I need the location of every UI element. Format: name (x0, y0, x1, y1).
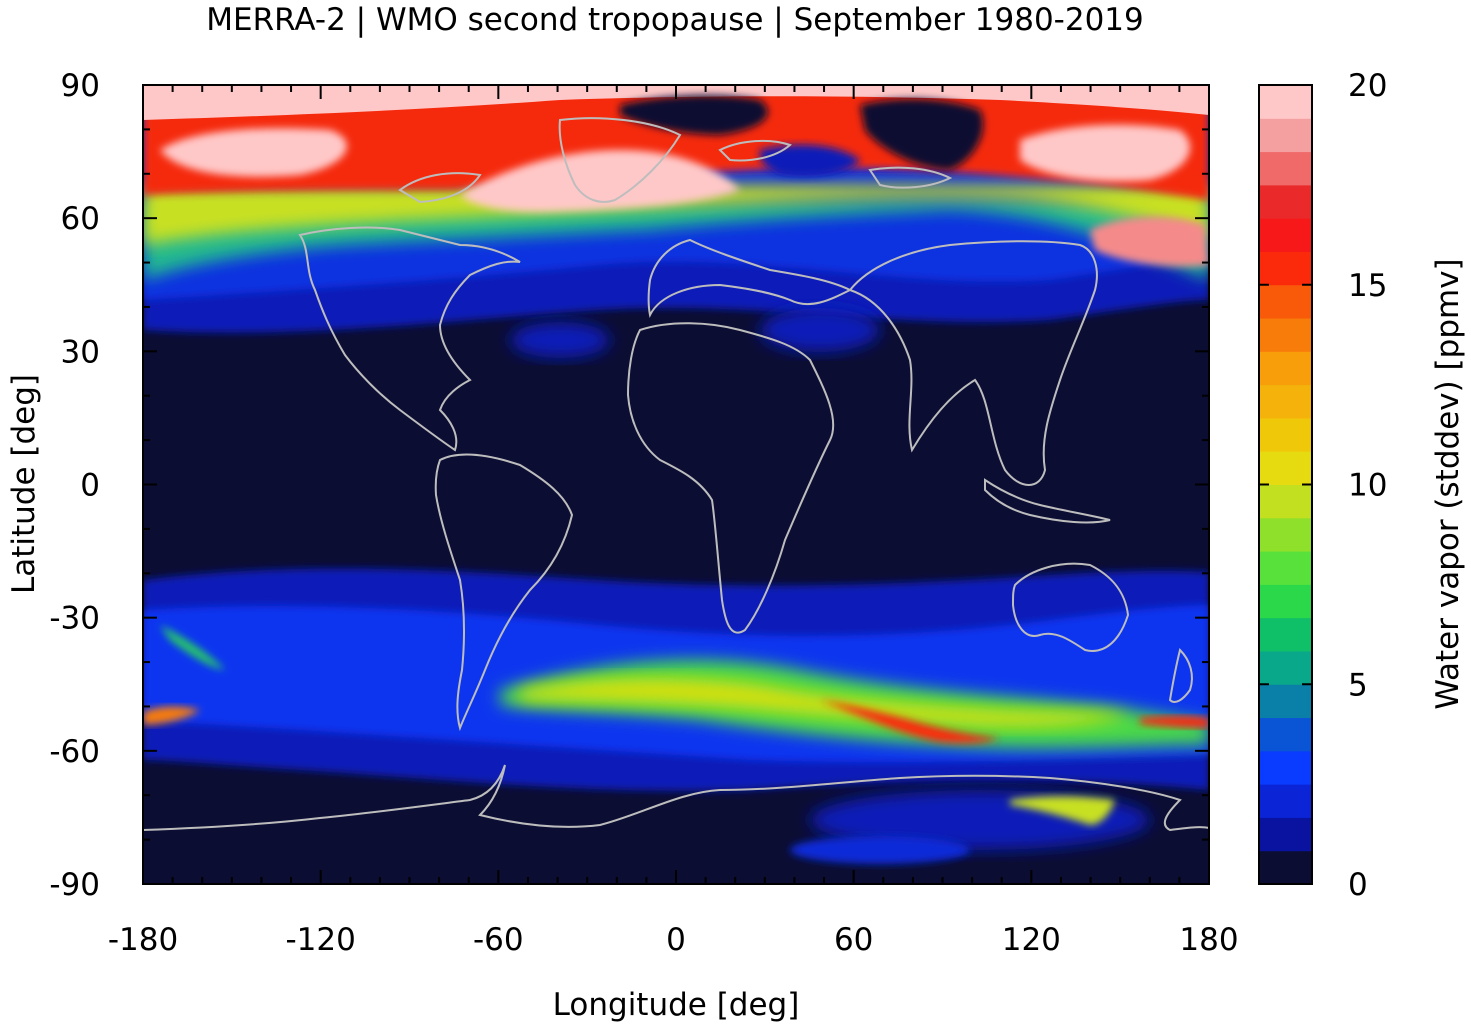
colorbar-title: Water vapor (stddev) [ppmv] (1430, 258, 1466, 709)
colorbar-swatch (1259, 817, 1312, 852)
coastlines (143, 117, 1209, 832)
chart-title: MERRA-2 | WMO second tropopause | Septem… (206, 2, 1144, 38)
colorbar-swatch (1259, 617, 1312, 652)
coastline-new-zealand (1168, 648, 1193, 703)
x-tick-label: -60 (473, 922, 524, 958)
colorbar-swatch (1259, 584, 1312, 619)
colorbar (1259, 85, 1312, 885)
y-tick-label: -90 (49, 867, 100, 903)
coastline-africa (626, 322, 835, 634)
field-north-yellow-band (143, 185, 1209, 245)
field-arctic-pink-patch-3 (1020, 124, 1190, 182)
field-arctic-dark-1 (620, 95, 768, 135)
y-tick-label: 0 (80, 468, 100, 504)
colorbar-swatch (1259, 218, 1312, 252)
field-east-red-streak (1140, 716, 1209, 728)
colorbar-swatch (1259, 118, 1312, 153)
field-arctic-dark-3 (759, 144, 860, 177)
field-tropic-blue-2 (510, 322, 610, 358)
field-west-red-streak (143, 706, 200, 725)
colorbar-swatch (1259, 417, 1312, 452)
colorbar-swatch (1259, 517, 1312, 552)
colorbar-tick-label: 5 (1348, 667, 1368, 703)
colorbar-swatch (1259, 184, 1312, 219)
field-south-red-streak (820, 700, 1000, 744)
coastline-south-america (434, 453, 574, 732)
heatmap-field (143, 85, 1209, 884)
field-antarctic-blue-2 (790, 836, 970, 864)
field-west-green-streak (160, 625, 225, 670)
y-axis-title: Latitude [deg] (6, 374, 42, 594)
colorbar-swatch (1259, 384, 1312, 419)
colorbar-swatch (1259, 484, 1312, 519)
x-tick-label: -120 (285, 922, 355, 958)
y-tick-label: 90 (61, 68, 100, 104)
x-tick-label: 180 (1179, 922, 1238, 958)
y-tick-label: 30 (61, 334, 100, 370)
x-axis: -180 -120 -60 0 60 120 180 (108, 85, 1239, 958)
colorbar-swatch (1259, 251, 1312, 286)
field-antarctic-yellow-patch (1010, 796, 1115, 825)
colorbar-swatch (1259, 318, 1312, 352)
coastline-north-america (298, 226, 521, 452)
y-axis: 90 60 30 0 -30 -60 -90 (49, 68, 1209, 903)
colorbar-swatch (1259, 850, 1312, 885)
colorbar-axis: 20 15 10 5 0 (1259, 68, 1387, 903)
colorbar-swatch (1259, 750, 1312, 785)
field-arctic-dark-2 (860, 98, 984, 170)
y-tick-label: -30 (49, 601, 100, 637)
colorbar-tick-label: 20 (1348, 68, 1387, 104)
coastline-arctic-islands (398, 139, 953, 204)
field-arctic-pink (143, 85, 1209, 120)
y-tick-label: -60 (49, 734, 100, 770)
colorbar-swatch (1259, 551, 1312, 585)
field-tropic-blue-1 (760, 308, 880, 352)
x-axis-title: Longitude [deg] (553, 987, 800, 1023)
coastline-asia (848, 240, 1098, 486)
coastline-australia (1011, 562, 1130, 652)
field-arctic-pink-patch-2 (160, 128, 347, 177)
colorbar-swatch (1259, 451, 1312, 485)
colorbar-swatch (1259, 151, 1312, 186)
colorbar-tick-label: 15 (1348, 268, 1387, 304)
x-tick-label: -180 (108, 922, 178, 958)
colorbar-swatch (1259, 351, 1312, 386)
colorbar-tick-label: 0 (1348, 867, 1368, 903)
x-tick-label: 0 (666, 922, 686, 958)
colorbar-swatch (1259, 85, 1312, 119)
coastline-europe (647, 238, 853, 319)
y-tick-label: 60 (61, 201, 100, 237)
colorbar-tick-label: 10 (1348, 468, 1387, 504)
field-arctic-pink-patch-4 (1090, 216, 1209, 267)
colorbar-swatch (1259, 784, 1312, 818)
coastline-greenland (558, 117, 682, 203)
x-tick-label: 60 (834, 922, 873, 958)
field-south-yellow-band (520, 678, 1130, 727)
field-arctic-pink-patch-1 (460, 150, 740, 212)
colorbar-swatch (1259, 284, 1312, 319)
colorbar-swatch (1259, 650, 1312, 685)
coastline-indonesia (984, 478, 1111, 524)
x-tick-label: 120 (1002, 922, 1061, 958)
colorbar-swatch (1259, 717, 1312, 752)
colorbar-swatch (1259, 684, 1312, 719)
coastline-antarctica (143, 764, 1209, 832)
